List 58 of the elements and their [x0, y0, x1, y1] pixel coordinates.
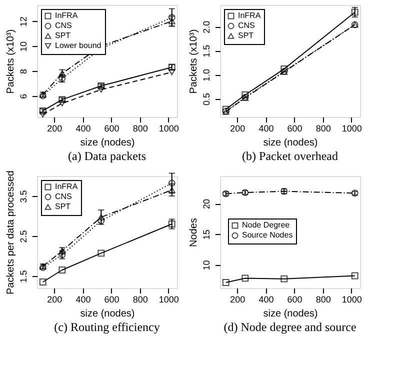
x-tick-label: 400 [258, 124, 274, 134]
y-tick-label: 15 [202, 230, 212, 240]
x-axis-title: size (nodes) [263, 138, 318, 148]
x-tick-label: 600 [287, 124, 302, 134]
legend-label: InFRA [238, 11, 262, 20]
legend-label: Source Nodes [242, 230, 293, 240]
y-tick-label: 0.5 [202, 92, 212, 106]
legend-label: Lower bound [55, 41, 102, 50]
legend-label: SPT [55, 31, 71, 40]
y-tick-label: 2.5 [18, 230, 28, 243]
x-tick-label: 600 [104, 124, 120, 134]
text: (c) Routing efficiency [54, 320, 160, 334]
y-axis-title: Packets per data processed [6, 170, 16, 294]
x-tick-label: 200 [230, 294, 246, 304]
y-tick-label: 20 [202, 199, 212, 210]
legend-label: CNS [238, 21, 255, 30]
x-tick-label: 1000 [342, 294, 362, 304]
x-tick-label: 200 [230, 124, 246, 134]
x-tick-label: 200 [47, 124, 62, 134]
y-axis-title: Nodes [188, 218, 200, 247]
y-tick-label: 6 [18, 94, 28, 99]
y-tick-label: 8 [18, 68, 28, 74]
y-tick-label: 1.5 [18, 270, 28, 283]
legend-label: SPT [238, 31, 254, 40]
x-axis-title: size (nodes) [80, 138, 135, 148]
legend-label: CNS [55, 21, 72, 30]
legend-label: Node Degree [242, 220, 290, 230]
y-tick-label: 2.0 [202, 20, 212, 34]
y-tick-label: 12 [18, 16, 28, 27]
legend-label: InFRA [55, 182, 78, 191]
x-axis-title: size (nodes) [263, 308, 318, 320]
x-tick-label: 600 [287, 294, 302, 304]
x-tick-label: 800 [316, 294, 331, 304]
x-tick-label: 800 [132, 294, 148, 304]
y-tick-label: 10 [202, 260, 212, 270]
y-tick-label: 1.5 [202, 44, 212, 58]
legend-label: CNS [55, 192, 72, 201]
x-tick-label: 1000 [158, 124, 179, 134]
x-tick-label: 1000 [342, 124, 362, 134]
x-tick-label: 1000 [158, 294, 179, 304]
text: (d) Node degree and source [224, 320, 356, 334]
x-tick-label: 400 [76, 124, 91, 134]
x-tick-label: 800 [316, 124, 331, 134]
x-tick-label: 400 [76, 294, 91, 304]
y-axis-title: Packets (x10³) [188, 29, 200, 94]
text: (a) Data packets [68, 149, 146, 163]
legend-label: SPT [55, 202, 71, 211]
y-axis-title: Packets (x10³) [6, 29, 16, 94]
x-tick-label: 800 [132, 124, 148, 134]
x-tick-label: 600 [104, 294, 120, 304]
legend-label: InFRA [55, 11, 78, 20]
text: (b) Packet overhead [242, 149, 338, 163]
y-tick-label: 1.0 [202, 68, 212, 82]
y-tick-label: 3.5 [18, 190, 28, 203]
x-tick-label: 400 [258, 294, 274, 304]
x-tick-label: 200 [47, 294, 62, 304]
x-axis-title: size (nodes) [80, 308, 135, 320]
y-tick-label: 10 [18, 42, 28, 52]
